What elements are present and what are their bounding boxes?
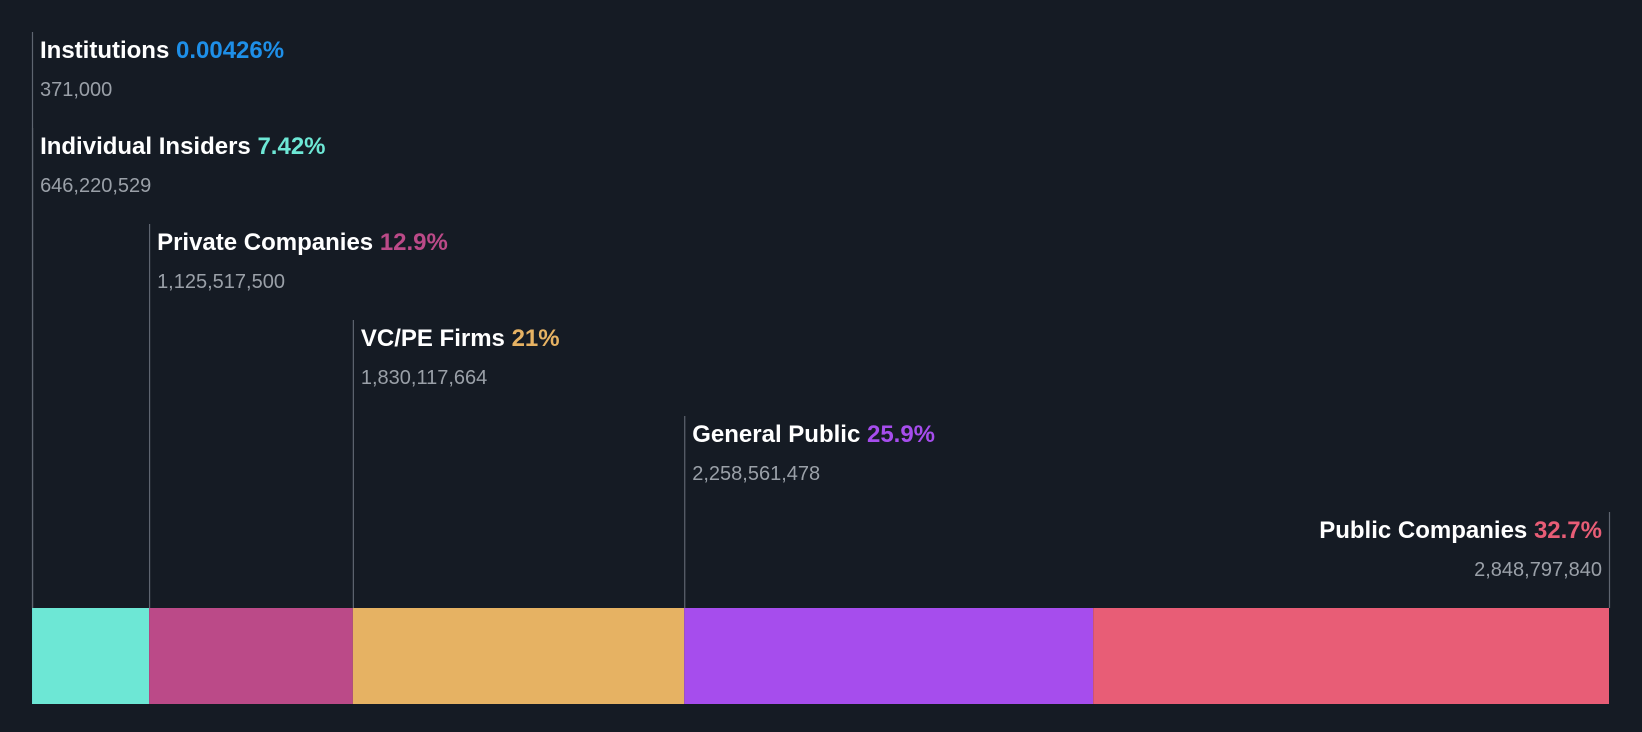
bar-segment-general-public (684, 608, 1094, 704)
ownership-bar (32, 608, 1609, 704)
category-name-public-companies: Public Companies (1319, 517, 1534, 544)
category-name-vc-pe-firms: VC/PE Firms (361, 325, 512, 352)
category-name-general-public: General Public (692, 421, 867, 448)
shares-institutions: 371,000 (40, 79, 112, 101)
leader-lines (31, 32, 1611, 608)
bar-segment-public-companies (1093, 608, 1609, 704)
label-public-companies: Public Companies 32.7% (1319, 517, 1602, 544)
category-name-institutions: Institutions (40, 37, 176, 64)
label-institutions: Institutions 0.00426% (40, 37, 284, 64)
bar-segment-private-companies (149, 608, 353, 704)
percent-general-public: 25.9% (867, 421, 935, 448)
percent-public-companies: 32.7% (1534, 517, 1602, 544)
bar-segment-vc-pe-firms (352, 608, 685, 704)
shares-individual-insiders: 646,220,529 (40, 175, 151, 197)
label-general-public: General Public 25.9% (692, 421, 935, 448)
shares-general-public: 2,258,561,478 (692, 463, 820, 485)
shares-public-companies: 2,848,797,840 (1474, 559, 1602, 581)
label-vc-pe-firms: VC/PE Firms 21% (361, 325, 560, 352)
shares-private-companies: 1,125,517,500 (157, 271, 285, 293)
category-labels: Institutions 0.00426% 371,000 Individual I… (40, 37, 1602, 581)
percent-individual-insiders: 7.42% (257, 133, 325, 160)
bar-segment-individual-insiders (32, 608, 150, 704)
category-name-individual-insiders: Individual Insiders (40, 133, 257, 160)
shares-vc-pe-firms: 1,830,117,664 (361, 367, 487, 389)
label-individual-insiders: Individual Insiders 7.42% (40, 133, 325, 160)
category-name-private-companies: Private Companies (157, 229, 380, 256)
percent-vc-pe-firms: 21% (512, 325, 560, 352)
label-private-companies: Private Companies 12.9% (157, 229, 448, 256)
percent-institutions: 0.00426% (176, 37, 284, 64)
percent-private-companies: 12.9% (380, 229, 448, 256)
